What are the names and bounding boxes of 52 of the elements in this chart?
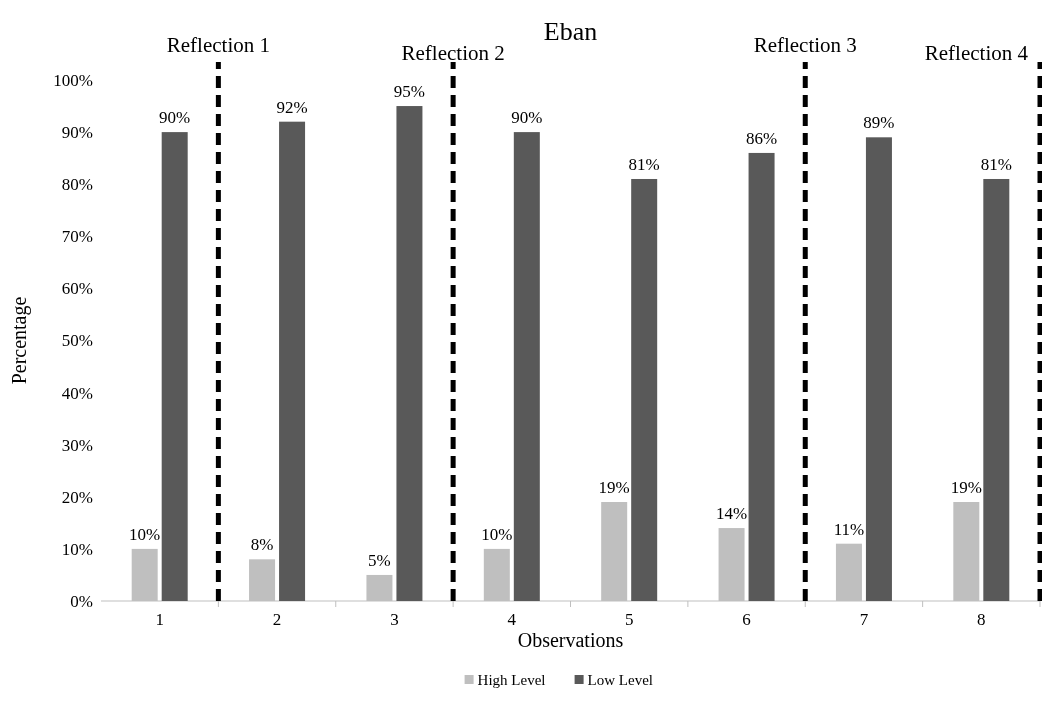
x-tick-label: 4 (507, 610, 517, 629)
y-tick-label: 50% (61, 331, 93, 351)
data-label: 89% (863, 113, 895, 133)
x-axis-title: Observations (517, 629, 624, 651)
y-tick-label: 80% (61, 175, 93, 195)
ref-line-label: Reflection 4 (924, 41, 1029, 65)
bar (631, 178, 658, 601)
y-tick-label: 70% (61, 227, 93, 247)
bar (279, 121, 306, 601)
ref-line-label: Reflection 2 (401, 41, 505, 65)
y-tick-label: 90% (61, 123, 93, 143)
legend-label: High Level (477, 672, 546, 689)
y-tick-label: 20% (61, 487, 93, 507)
x-tick-label: 3 (390, 610, 399, 629)
chart-title: Eban (543, 17, 598, 46)
y-tick-label: 60% (61, 279, 93, 299)
data-label: 10% (481, 524, 513, 544)
x-tick-label: 8 (977, 610, 986, 629)
bar (983, 178, 1010, 601)
y-tick-label: 10% (61, 539, 93, 559)
data-label: 90% (159, 108, 191, 128)
data-label: 19% (950, 478, 982, 498)
y-tick-label: 30% (61, 435, 93, 455)
ref-line-label: Reflection 3 (753, 33, 857, 57)
data-label: 10% (129, 524, 161, 544)
bar (865, 137, 892, 601)
data-label: 81% (980, 154, 1012, 174)
x-tick-label: 5 (624, 610, 634, 629)
y-tick-label: 0% (70, 591, 93, 611)
bar (161, 132, 188, 601)
x-tick-label: 1 (155, 610, 164, 629)
data-label: 8% (250, 535, 274, 555)
y-tick-label: 100% (53, 70, 93, 90)
bar (748, 152, 775, 601)
data-label: 81% (628, 154, 660, 174)
ref-line-label: Reflection 1 (166, 33, 270, 57)
data-label: 11% (833, 519, 865, 539)
data-label: 86% (745, 128, 778, 148)
data-label: 95% (393, 82, 426, 102)
data-label: 90% (511, 108, 543, 128)
legend-label: Low Level (587, 672, 653, 689)
data-label: 92% (276, 97, 308, 117)
data-label: 14% (715, 504, 748, 524)
x-tick-label: 2 (272, 610, 282, 629)
x-tick-label: 6 (742, 610, 751, 629)
bar (396, 106, 423, 601)
data-label: 5% (368, 550, 391, 570)
y-axis-title: Percentage (8, 296, 31, 385)
bar (513, 132, 540, 601)
y-tick-label: 40% (61, 383, 93, 403)
data-label: 19% (598, 478, 630, 498)
x-tick-label: 7 (859, 610, 869, 629)
